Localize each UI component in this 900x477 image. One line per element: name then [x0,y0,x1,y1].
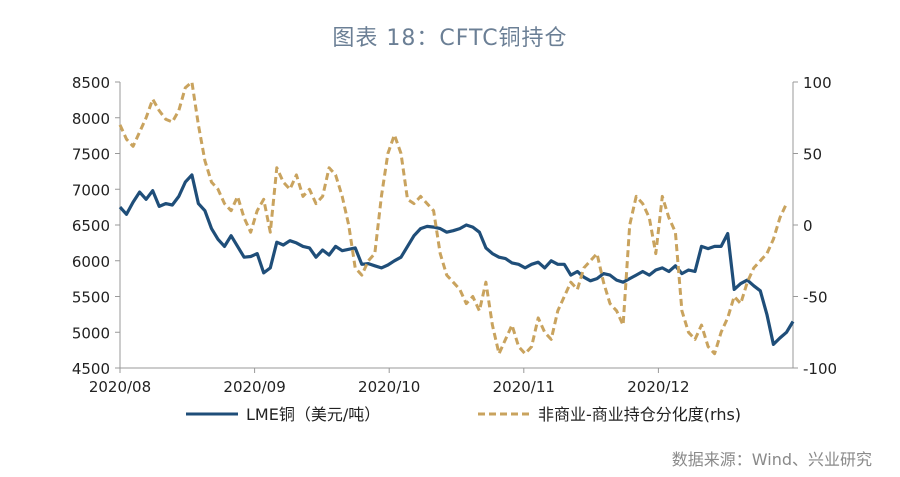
left-tick-label: 8500 [72,74,110,92]
x-tick-label: 2020/11 [493,378,555,396]
x-tick-label: 2020/09 [223,378,285,396]
left-tick-label: 5500 [72,289,110,307]
left-tick-label: 6500 [72,217,110,235]
right-tick-label: 0 [803,217,813,235]
left-tick-label: 6000 [72,253,110,271]
chart-title: 图表 18：CFTC铜持仓 [332,26,568,51]
right-tick-label: -50 [803,289,828,307]
right-tick-label: -100 [803,360,837,378]
right-tick-label: 100 [803,74,832,92]
x-tick-label: 2020/08 [89,378,151,396]
x-tick-label: 2020/12 [627,378,689,396]
legend-label: 非商业-商业持仓分化度(rhs) [538,405,741,424]
left-tick-label: 5000 [72,324,110,342]
lme-copper-line [118,173,795,346]
x-tick-label: 2020/10 [358,378,420,396]
left-tick-label: 4500 [72,360,110,378]
left-tick-label: 7000 [72,181,110,199]
left-tick-label: 7500 [72,146,110,164]
left-tick-label: 8000 [72,110,110,128]
right-tick-label: 50 [803,146,822,164]
legend-label: LME铜（美元/吨） [246,405,380,424]
cftc-divergence-line [118,80,788,356]
source-note: 数据来源：Wind、兴业研究 [671,450,872,469]
